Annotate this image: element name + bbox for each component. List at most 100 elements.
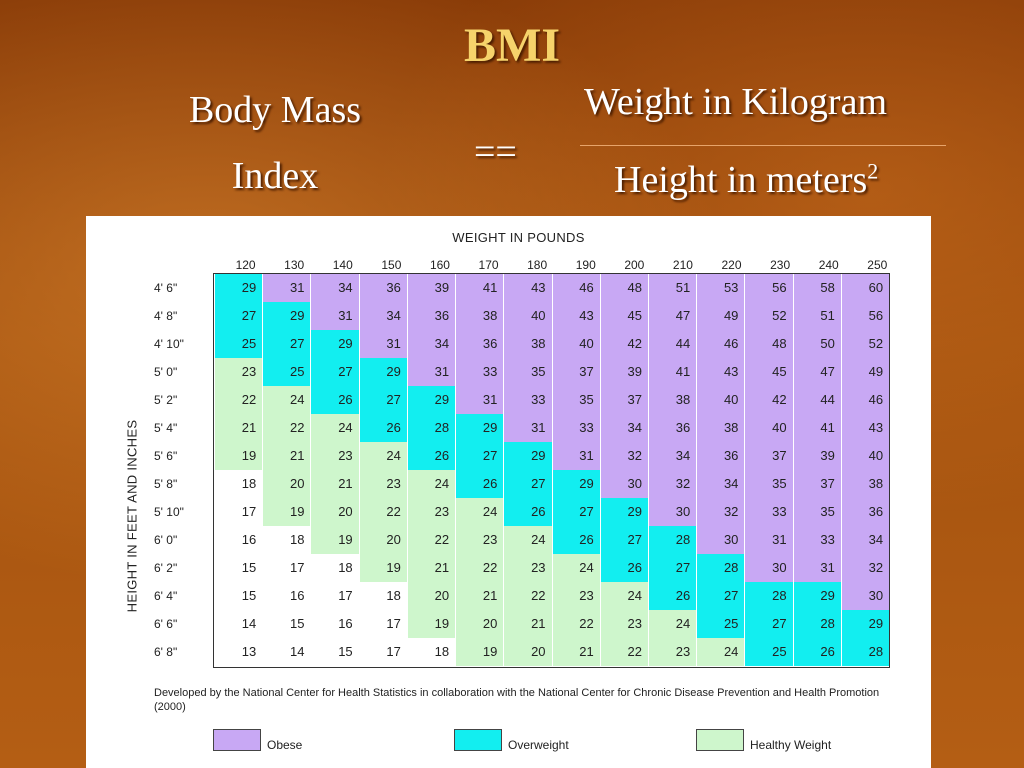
bmi-cell: 45 — [599, 302, 648, 330]
legend-label-obese: Obese — [267, 738, 303, 752]
bmi-cell: 28 — [406, 414, 456, 442]
bmi-cell: 23 — [599, 610, 648, 638]
bmi-cell: 21 — [503, 610, 552, 638]
bmi-cell: 15 — [262, 610, 311, 638]
slide-title: BMI — [464, 19, 560, 72]
bmi-cell: 19 — [214, 442, 263, 470]
bmi-cell: 30 — [696, 526, 745, 554]
bmi-cell: 27 — [696, 582, 745, 610]
legend-label-overweight: Overweight — [508, 738, 569, 752]
height-row-label: 5' 2" — [154, 393, 178, 407]
height-axis-title: HEIGHT IN FEET AND INCHES — [124, 419, 140, 613]
chart-footnote: Developed by the National Center for Hea… — [154, 687, 880, 713]
bmi-cell: 48 — [599, 274, 648, 302]
bmi-cell: 36 — [840, 498, 890, 526]
bmi-cell: 21 — [214, 414, 263, 442]
bmi-cell: 18 — [358, 582, 407, 610]
exponent: 2 — [867, 158, 879, 184]
bmi-cell: 38 — [503, 330, 552, 358]
bmi-cell: 58 — [792, 274, 841, 302]
bmi-cell: 23 — [455, 526, 504, 554]
bmi-cell: 23 — [406, 498, 456, 526]
bmi-cell: 18 — [406, 638, 456, 666]
bmi-cell: 51 — [647, 274, 697, 302]
bmi-cell: 30 — [647, 498, 697, 526]
table-row: 29 31 34 36 39 41 43 46 48 51 53 56 58 60 — [214, 274, 890, 302]
bmi-cell: 28 — [744, 582, 793, 610]
bmi-cell: 35 — [792, 498, 841, 526]
formula-denominator: Height in meters2 — [614, 158, 878, 202]
height-row-label: 5' 10" — [154, 505, 184, 519]
bmi-cell: 34 — [599, 414, 648, 442]
bmi-cell: 27 — [599, 526, 648, 554]
weight-column-label: 210 — [672, 258, 693, 272]
weight-column-label: 250 — [867, 258, 888, 272]
bmi-cell: 38 — [696, 414, 745, 442]
bmi-cell: 18 — [310, 554, 359, 582]
bmi-cell: 17 — [214, 498, 263, 526]
bmi-cell: 22 — [551, 610, 600, 638]
legend-label-healthy: Healthy Weight — [750, 738, 832, 752]
height-row-label: 6' 8" — [154, 645, 178, 659]
bmi-cell: 46 — [696, 330, 745, 358]
height-row-label: 6' 4" — [154, 589, 178, 603]
height-row-label: 4' 8" — [154, 309, 178, 323]
weight-column-label: 220 — [721, 258, 742, 272]
bmi-cell: 29 — [792, 582, 841, 610]
bmi-cell: 21 — [406, 554, 456, 582]
bmi-cell: 42 — [744, 386, 793, 414]
bmi-cell: 20 — [310, 498, 359, 526]
table-row: 22 24 26 27 29 31 33 35 37 38 40 42 44 46 — [214, 386, 890, 414]
bmi-cell: 24 — [647, 610, 697, 638]
height-row-label: 5' 0" — [154, 365, 178, 379]
bmi-cell: 34 — [310, 274, 359, 302]
bmi-cell: 29 — [262, 302, 311, 330]
bmi-cell: 20 — [358, 526, 407, 554]
table-row: 13 14 15 17 18 19 20 21 22 23 24 25 26 28 — [214, 638, 890, 666]
bmi-cell: 33 — [792, 526, 841, 554]
bmi-cell: 28 — [792, 610, 841, 638]
bmi-cell: 25 — [262, 358, 311, 386]
bmi-label-line2: Index — [231, 155, 319, 197]
bmi-cell: 15 — [310, 638, 359, 666]
bmi-cell: 46 — [551, 274, 600, 302]
bmi-cell: 44 — [792, 386, 841, 414]
bmi-cell: 29 — [310, 330, 359, 358]
bmi-cell: 17 — [310, 582, 359, 610]
bmi-cell: 25 — [696, 610, 745, 638]
legend-overweight: Overweight — [454, 728, 569, 752]
bmi-cell: 14 — [262, 638, 311, 666]
bmi-cell: 47 — [647, 302, 697, 330]
bmi-cell: 28 — [840, 638, 890, 666]
bmi-cell: 32 — [840, 554, 890, 582]
bmi-cell: 56 — [840, 302, 890, 330]
bmi-cell: 36 — [455, 330, 504, 358]
bmi-cell: 23 — [310, 442, 359, 470]
bmi-cell: 49 — [840, 358, 890, 386]
height-row-label: 6' 6" — [154, 617, 178, 631]
weight-column-label: 140 — [332, 258, 353, 272]
legend-swatch-overweight — [454, 729, 502, 751]
bmi-cell: 19 — [455, 638, 504, 666]
bmi-cell: 13 — [214, 638, 263, 666]
height-labels: 4' 6" 4' 8" 4' 10" 5' 0" 5' 2" 5' 4" 5' 6" 5' 8… — [154, 274, 184, 666]
bmi-cell: 43 — [551, 302, 600, 330]
bmi-cell: 44 — [647, 330, 697, 358]
bmi-cell: 32 — [647, 470, 697, 498]
bmi-grid: 29 31 34 36 39 41 43 46 48 51 53 56 58 60 27 29 31 34 36 38… — [213, 274, 890, 668]
bmi-cell: 36 — [647, 414, 697, 442]
bmi-cell: 31 — [262, 274, 311, 302]
bmi-cell: 24 — [599, 582, 648, 610]
bmi-cell: 29 — [599, 498, 648, 526]
bmi-cell: 28 — [647, 526, 697, 554]
bmi-cell: 27 — [214, 302, 263, 330]
height-row-label: 4' 6" — [154, 281, 178, 295]
bmi-cell: 40 — [744, 414, 793, 442]
bmi-cell: 33 — [503, 386, 552, 414]
bmi-cell: 35 — [503, 358, 552, 386]
bmi-cell: 53 — [696, 274, 745, 302]
bmi-cell: 17 — [358, 638, 407, 666]
bmi-cell: 29 — [455, 414, 504, 442]
bmi-cell: 21 — [310, 470, 359, 498]
table-row: 15 17 18 19 21 22 23 24 26 27 28 30 31 32 — [214, 554, 890, 582]
